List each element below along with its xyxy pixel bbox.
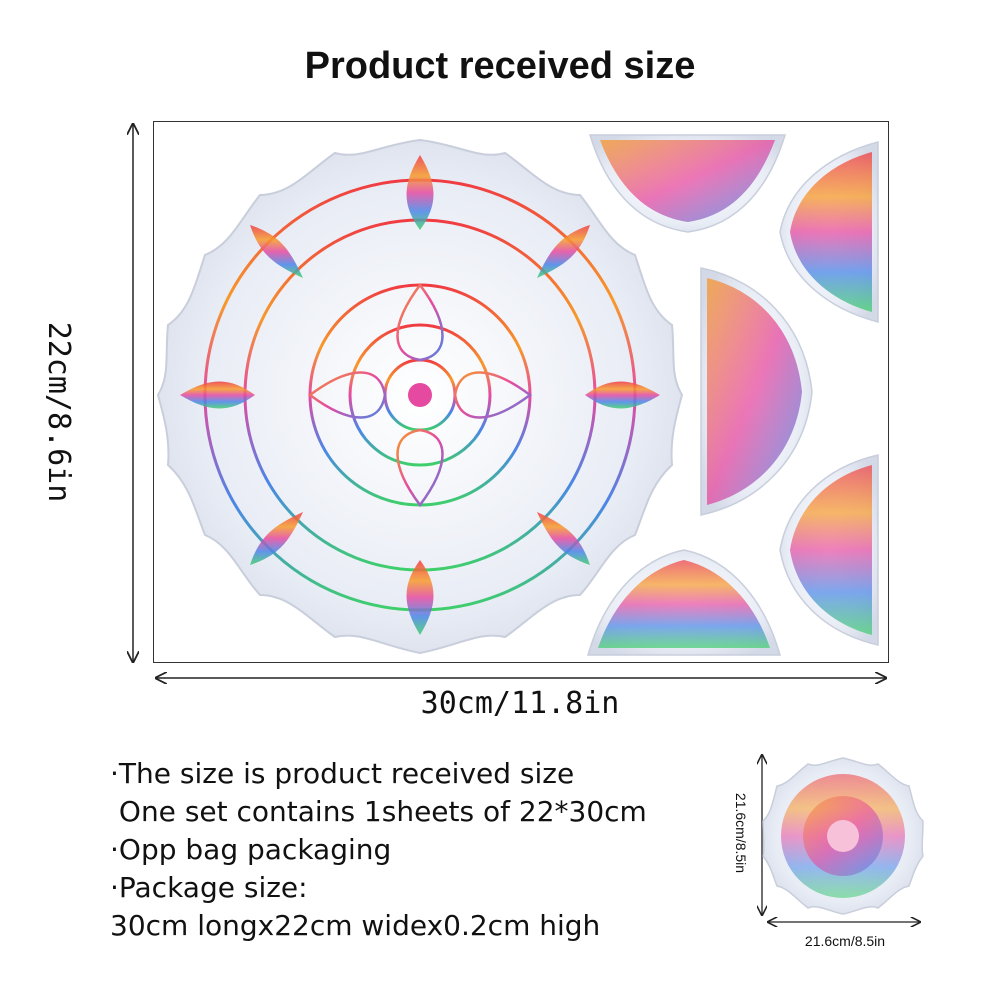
product-details-list: ·The size is product received size One s… bbox=[110, 755, 730, 945]
sheet-height-label: 22cm/8.6in bbox=[41, 321, 76, 503]
half-mandala-sticker-right-bottom bbox=[779, 454, 879, 646]
sample-mandala-sticker bbox=[762, 757, 924, 915]
detail-line: One set contains 1sheets of 22*30cm bbox=[110, 795, 647, 828]
page-title: Product received size bbox=[304, 45, 696, 87]
half-mandala-sticker-bottom bbox=[587, 549, 781, 656]
half-mandala-sticker-middle bbox=[700, 267, 813, 516]
half-mandala-sticker-right-top bbox=[779, 141, 879, 323]
sample-width-label: 21.6cm/8.5in bbox=[804, 933, 886, 949]
large-mandala-sticker bbox=[156, 138, 684, 655]
detail-line: ·Package size: bbox=[110, 871, 308, 904]
detail-line: 30cm longx22cm widex0.2cm high bbox=[110, 909, 601, 942]
sheet-width-label: 30cm/11.8in bbox=[420, 686, 620, 721]
detail-line: ·Opp bag packaging bbox=[110, 833, 392, 866]
detail-line: ·The size is product received size bbox=[110, 757, 575, 790]
half-mandala-sticker-top bbox=[588, 134, 787, 233]
sample-height-label: 21.6cm/8.5in bbox=[733, 792, 749, 874]
